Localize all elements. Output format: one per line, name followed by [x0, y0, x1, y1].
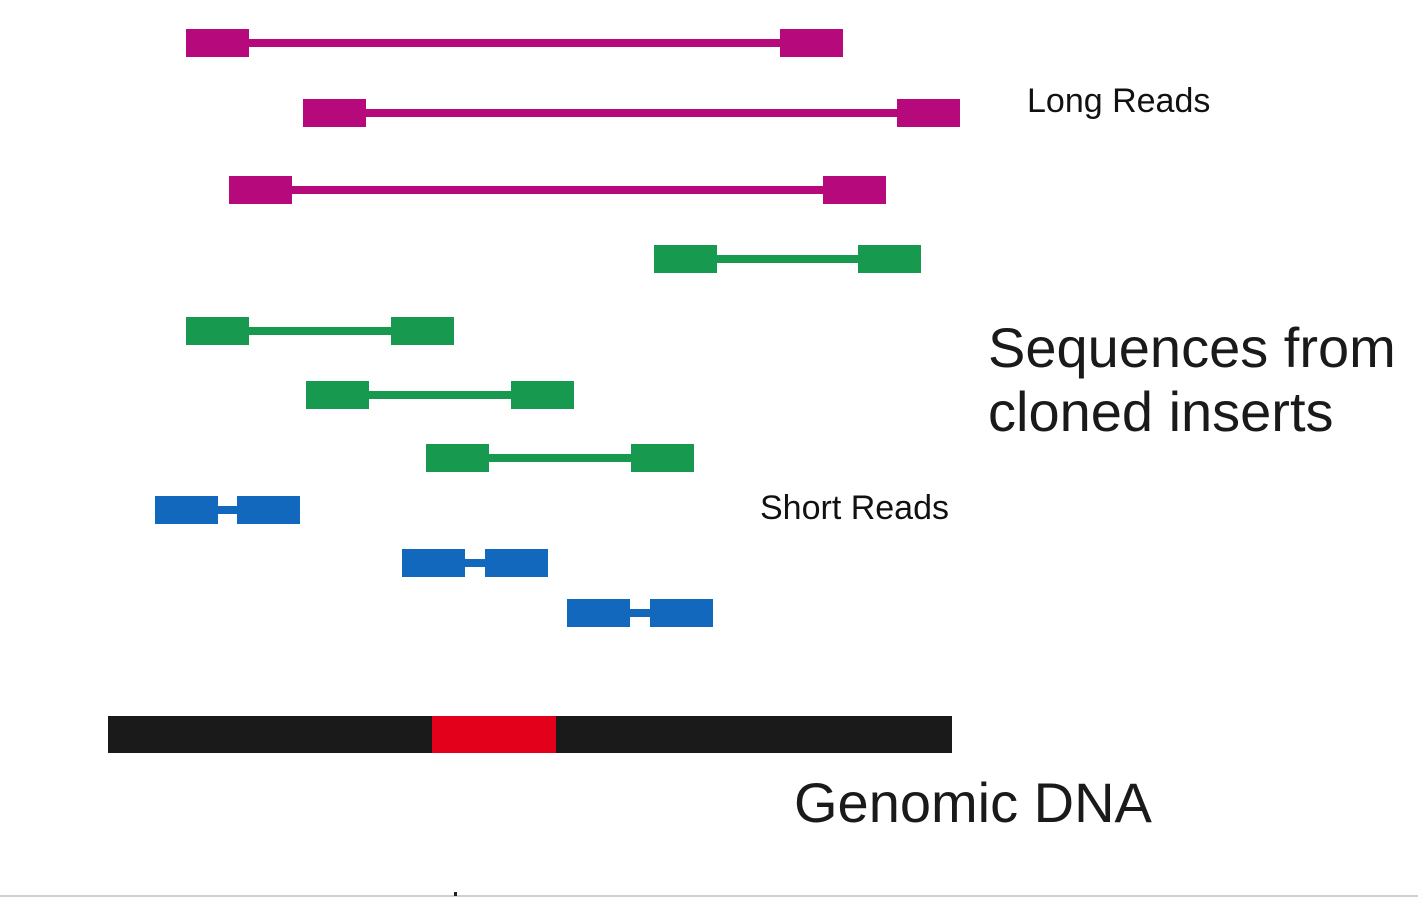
read-end-left — [155, 496, 218, 524]
read-end-right — [650, 599, 713, 627]
genomic-dna-bar — [108, 716, 952, 753]
bottom-tick — [454, 892, 457, 896]
read-end-right — [858, 245, 921, 273]
read-pair-short — [567, 599, 713, 627]
read-end-right — [511, 381, 574, 409]
read-end-left — [229, 176, 292, 204]
read-pair-long — [229, 176, 886, 204]
genomic-dna-highlight — [432, 716, 556, 753]
genomic-dna-label: Genomic DNA — [794, 771, 1152, 834]
read-connector — [365, 109, 898, 117]
sequences-label-line1: Sequences from — [988, 316, 1396, 379]
read-connector — [368, 391, 512, 399]
read-end-right — [823, 176, 886, 204]
read-end-right — [631, 444, 694, 472]
read-end-right — [897, 99, 960, 127]
read-pair-short — [402, 549, 548, 577]
read-end-left — [402, 549, 465, 577]
read-connector — [464, 559, 486, 567]
read-connector — [488, 454, 632, 462]
read-connector — [629, 609, 651, 617]
bottom-divider — [0, 895, 1418, 897]
read-connector — [217, 506, 238, 514]
read-end-left — [426, 444, 489, 472]
read-end-left — [654, 245, 717, 273]
read-connector — [716, 255, 859, 263]
sequences-label: Sequences from cloned inserts — [988, 316, 1396, 444]
read-end-right — [237, 496, 300, 524]
read-connector — [248, 327, 392, 335]
read-end-left — [306, 381, 369, 409]
read-end-left — [186, 29, 249, 57]
read-pair-medium — [426, 444, 694, 472]
read-end-right — [780, 29, 843, 57]
read-pair-short — [155, 496, 300, 524]
read-pair-long — [186, 29, 843, 57]
read-connector — [248, 39, 781, 47]
read-pair-medium — [186, 317, 454, 345]
read-pair-medium — [306, 381, 574, 409]
read-end-left — [303, 99, 366, 127]
short-reads-label: Short Reads — [760, 489, 949, 527]
read-end-left — [186, 317, 249, 345]
read-pair-medium — [654, 245, 921, 273]
sequences-label-line2: cloned inserts — [988, 380, 1334, 443]
read-connector — [291, 186, 824, 194]
read-end-right — [485, 549, 548, 577]
read-end-right — [391, 317, 454, 345]
long-reads-label: Long Reads — [1027, 82, 1211, 120]
reads-layer — [155, 29, 960, 627]
read-pair-long — [303, 99, 960, 127]
read-end-left — [567, 599, 630, 627]
